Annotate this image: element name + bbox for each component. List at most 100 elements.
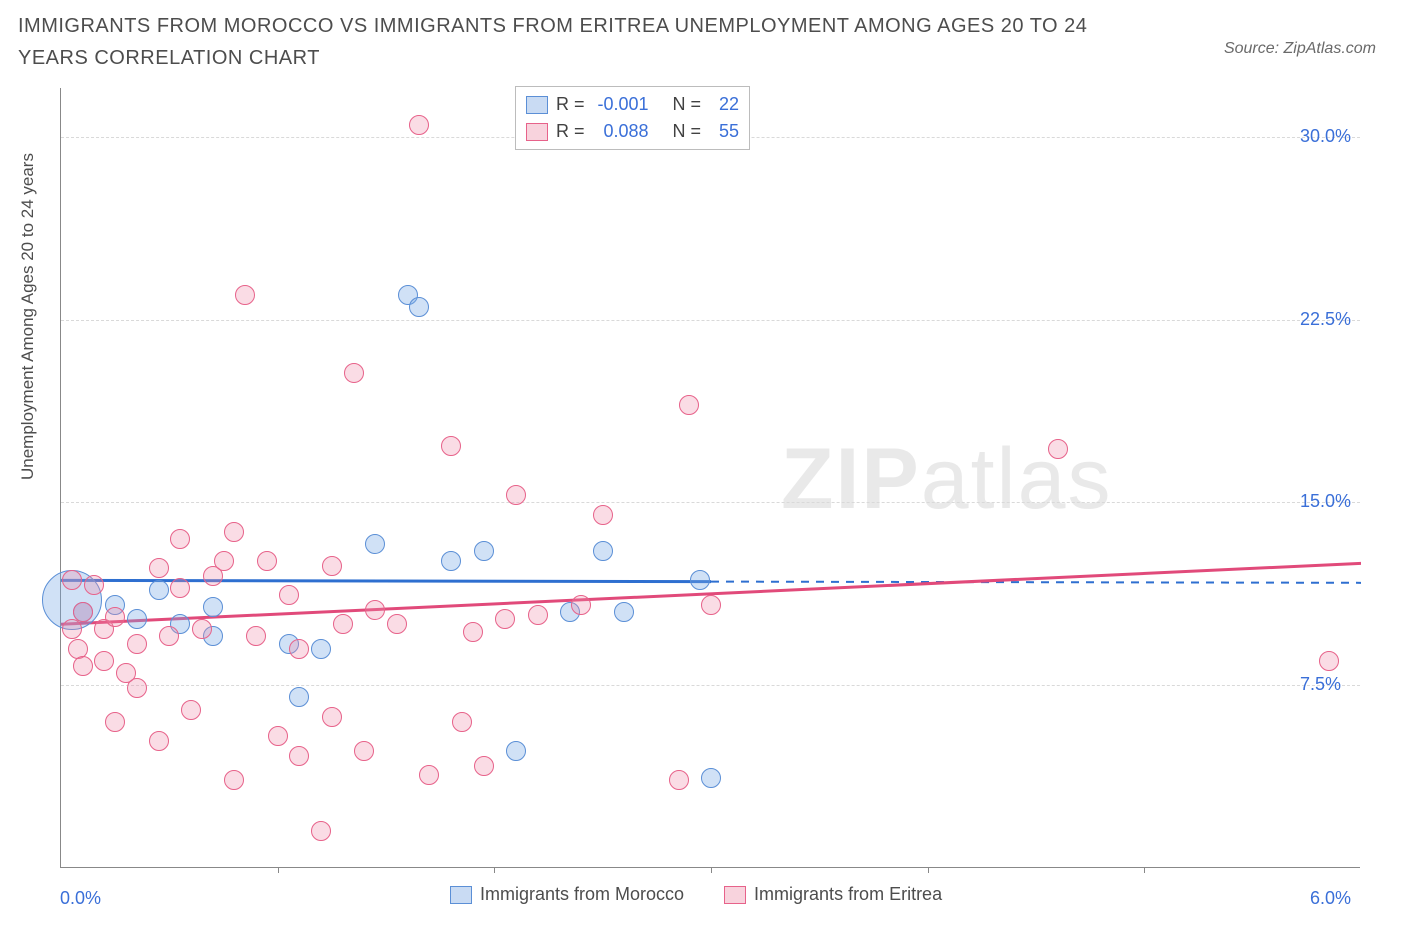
data-point-eritrea <box>441 436 461 456</box>
y-axis-label: Unemployment Among Ages 20 to 24 years <box>18 153 38 480</box>
x-tick <box>928 867 929 873</box>
data-point-eritrea <box>181 700 201 720</box>
x-min-label: 0.0% <box>60 888 101 909</box>
data-point-eritrea <box>506 485 526 505</box>
data-point-morocco <box>701 768 721 788</box>
data-point-eritrea <box>235 285 255 305</box>
data-point-eritrea <box>528 605 548 625</box>
data-point-eritrea <box>149 558 169 578</box>
data-point-eritrea <box>669 770 689 790</box>
data-point-eritrea <box>149 731 169 751</box>
data-point-eritrea <box>257 551 277 571</box>
data-point-morocco <box>474 541 494 561</box>
data-point-eritrea <box>593 505 613 525</box>
legend-N-label: N = <box>673 118 702 145</box>
data-point-eritrea <box>127 634 147 654</box>
data-point-eritrea <box>159 626 179 646</box>
data-point-eritrea <box>224 770 244 790</box>
legend-R-value-eritrea: 0.088 <box>593 118 649 145</box>
legend-N-value-morocco: 22 <box>709 91 739 118</box>
legend-swatch-morocco <box>526 96 548 114</box>
data-point-eritrea <box>1048 439 1068 459</box>
data-point-eritrea <box>701 595 721 615</box>
legend-label-morocco: Immigrants from Morocco <box>480 884 684 905</box>
legend-series: Immigrants from Morocco Immigrants from E… <box>450 884 942 905</box>
grid-line <box>61 502 1360 503</box>
data-point-eritrea <box>679 395 699 415</box>
legend-stat-row-morocco: R = -0.001 N = 22 <box>526 91 739 118</box>
data-point-eritrea <box>214 551 234 571</box>
data-point-eritrea <box>322 556 342 576</box>
data-point-eritrea <box>127 678 147 698</box>
data-point-eritrea <box>246 626 266 646</box>
legend-stats: R = -0.001 N = 22 R = 0.088 N = 55 <box>515 86 750 150</box>
x-tick <box>1144 867 1145 873</box>
data-point-eritrea <box>73 656 93 676</box>
data-point-eritrea <box>419 765 439 785</box>
legend-stat-row-eritrea: R = 0.088 N = 55 <box>526 118 739 145</box>
legend-R-label: R = <box>556 91 585 118</box>
x-tick <box>278 867 279 873</box>
grid-line <box>61 685 1360 686</box>
y-tick-label: 22.5% <box>1300 309 1351 330</box>
y-tick-label: 7.5% <box>1300 674 1341 695</box>
data-point-morocco <box>365 534 385 554</box>
data-point-eritrea <box>322 707 342 727</box>
trend-lines <box>61 88 1361 868</box>
data-point-morocco <box>149 580 169 600</box>
data-point-eritrea <box>289 746 309 766</box>
data-point-eritrea <box>170 578 190 598</box>
data-point-eritrea <box>73 602 93 622</box>
legend-item-eritrea: Immigrants from Eritrea <box>724 884 942 905</box>
data-point-eritrea <box>311 821 331 841</box>
data-point-morocco <box>127 609 147 629</box>
x-tick <box>711 867 712 873</box>
legend-R-label: R = <box>556 118 585 145</box>
data-point-eritrea <box>344 363 364 383</box>
data-point-eritrea <box>365 600 385 620</box>
data-point-morocco <box>311 639 331 659</box>
grid-line <box>61 320 1360 321</box>
y-tick-label: 15.0% <box>1300 491 1351 512</box>
data-point-morocco <box>593 541 613 561</box>
data-point-eritrea <box>409 115 429 135</box>
data-point-eritrea <box>1319 651 1339 671</box>
data-point-morocco <box>409 297 429 317</box>
legend-N-label: N = <box>673 91 702 118</box>
data-point-eritrea <box>105 712 125 732</box>
legend-swatch-eritrea <box>724 886 746 904</box>
legend-item-morocco: Immigrants from Morocco <box>450 884 684 905</box>
legend-R-value-morocco: -0.001 <box>593 91 649 118</box>
legend-swatch-eritrea <box>526 123 548 141</box>
data-point-eritrea <box>452 712 472 732</box>
data-point-morocco <box>614 602 634 622</box>
data-point-eritrea <box>105 607 125 627</box>
data-point-eritrea <box>192 619 212 639</box>
data-point-morocco <box>690 570 710 590</box>
x-tick <box>494 867 495 873</box>
data-point-eritrea <box>474 756 494 776</box>
x-max-label: 6.0% <box>1310 888 1351 909</box>
data-point-eritrea <box>62 619 82 639</box>
data-point-eritrea <box>387 614 407 634</box>
plot-area: ZIPatlas <box>60 88 1360 868</box>
data-point-eritrea <box>170 529 190 549</box>
data-point-eritrea <box>268 726 288 746</box>
data-point-eritrea <box>62 570 82 590</box>
legend-N-value-eritrea: 55 <box>709 118 739 145</box>
watermark-atlas: atlas <box>921 431 1113 527</box>
chart-title: IMMIGRANTS FROM MOROCCO VS IMMIGRANTS FR… <box>18 10 1138 74</box>
data-point-morocco <box>441 551 461 571</box>
data-point-eritrea <box>354 741 374 761</box>
data-point-eritrea <box>289 639 309 659</box>
data-point-eritrea <box>463 622 483 642</box>
watermark-zip: ZIP <box>781 431 921 527</box>
data-point-morocco <box>289 687 309 707</box>
legend-label-eritrea: Immigrants from Eritrea <box>754 884 942 905</box>
source-credit: Source: ZipAtlas.com <box>1224 40 1376 58</box>
data-point-morocco <box>203 597 223 617</box>
y-tick-label: 30.0% <box>1300 126 1351 147</box>
legend-swatch-morocco <box>450 886 472 904</box>
data-point-eritrea <box>333 614 353 634</box>
data-point-eritrea <box>279 585 299 605</box>
